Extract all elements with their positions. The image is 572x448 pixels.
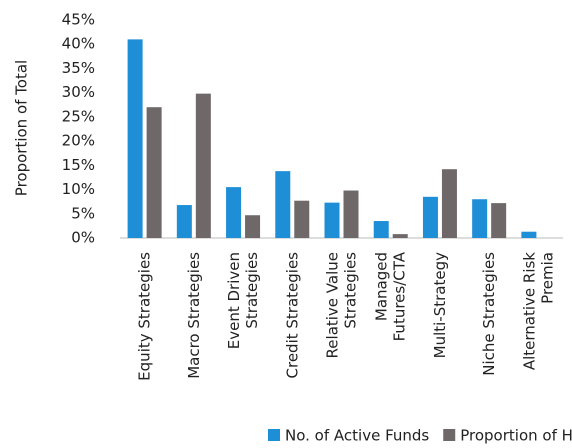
x-tick-label: Macro Strategies bbox=[184, 252, 202, 379]
y-tick-label: 35% bbox=[62, 59, 95, 77]
bar bbox=[472, 199, 488, 238]
x-tick-label: Equity Strategies bbox=[135, 252, 153, 381]
bar bbox=[392, 234, 408, 238]
y-axis-label: Proportion of Total bbox=[13, 60, 31, 196]
y-tick-label: 0% bbox=[71, 229, 95, 247]
bar bbox=[275, 171, 291, 238]
x-tick-label: Multi-Strategy bbox=[430, 252, 448, 358]
y-tick-label: 5% bbox=[71, 204, 95, 222]
x-tick-label: Relative ValueStrategies bbox=[323, 252, 359, 359]
bar bbox=[491, 203, 507, 238]
bar bbox=[226, 187, 242, 238]
bar bbox=[127, 39, 143, 238]
y-tick-label: 10% bbox=[62, 180, 95, 198]
bar bbox=[195, 93, 211, 238]
x-tick-label: Niche Strategies bbox=[480, 252, 498, 376]
legend-label: Proportion of HF AUM bbox=[460, 427, 572, 445]
y-tick-label: 40% bbox=[62, 35, 95, 53]
bar bbox=[373, 221, 389, 238]
x-tick-label: ManagedFutures/CTA bbox=[372, 251, 408, 341]
bar bbox=[294, 200, 310, 238]
y-tick-label: 25% bbox=[62, 107, 95, 125]
bar bbox=[176, 205, 192, 238]
x-tick-label: Alternative RiskPremia bbox=[520, 252, 556, 370]
x-tick-label: Credit Strategies bbox=[283, 252, 301, 379]
x-tick-label: Event DrivenStrategies bbox=[225, 252, 261, 349]
bar bbox=[521, 231, 537, 238]
bar bbox=[441, 169, 457, 238]
legend-label: No. of Active Funds bbox=[285, 427, 429, 445]
legend-swatch bbox=[268, 429, 280, 441]
y-tick-label: 45% bbox=[62, 11, 95, 29]
y-tick-label: 20% bbox=[62, 132, 95, 150]
y-tick-label: 15% bbox=[62, 156, 95, 174]
bar bbox=[343, 190, 359, 238]
bar bbox=[245, 215, 261, 238]
bar bbox=[146, 107, 162, 238]
bar bbox=[324, 202, 340, 238]
bar bbox=[422, 196, 438, 238]
y-tick-label: 30% bbox=[62, 83, 95, 101]
legend-swatch bbox=[443, 429, 456, 441]
